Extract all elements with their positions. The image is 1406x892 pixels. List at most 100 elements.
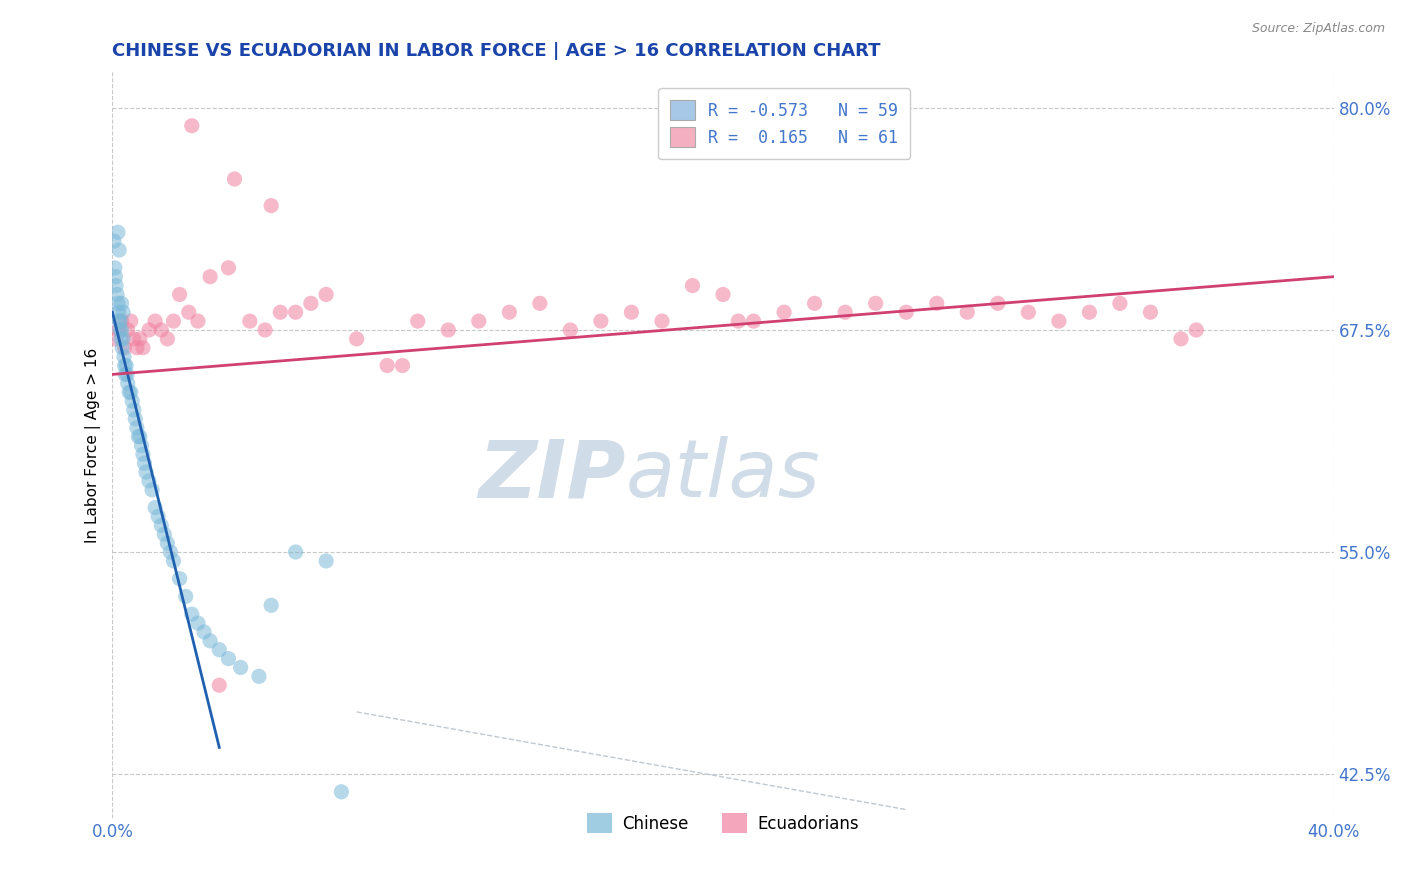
Point [260,199,283,213]
Point [987,296,1010,310]
Point [108,314,131,328]
Point [198,633,221,648]
Point [773,305,796,319]
Point [156,536,179,550]
Point [156,332,179,346]
Point [193,624,215,639]
Point [111,341,134,355]
Point [651,314,673,328]
Point [125,341,148,355]
Point [711,287,734,301]
Point [208,642,231,657]
Point [112,305,135,319]
Point [117,323,139,337]
Point [239,314,262,328]
Point [125,420,148,434]
Point [135,465,157,479]
Point [260,599,283,613]
Point [589,314,612,328]
Point [143,314,166,328]
Point [150,323,173,337]
Point [896,305,918,319]
Point [1017,305,1039,319]
Point [132,341,155,355]
Point [187,314,209,328]
Point [620,305,643,319]
Point [143,500,166,515]
Point [127,429,149,443]
Text: ZIP: ZIP [478,436,626,515]
Point [115,359,138,373]
Point [169,572,191,586]
Point [115,368,138,382]
Text: CHINESE VS ECUADORIAN IN LABOR FORCE | AGE > 16 CORRELATION CHART: CHINESE VS ECUADORIAN IN LABOR FORCE | A… [112,42,882,60]
Point [177,305,200,319]
Point [114,368,136,382]
Point [1185,323,1208,337]
Point [120,314,142,328]
Point [124,412,146,426]
Point [315,554,337,568]
Point [103,234,125,248]
Point [107,305,129,319]
Point [1109,296,1132,310]
Point [217,260,239,275]
Text: Source: ZipAtlas.com: Source: ZipAtlas.com [1251,22,1385,36]
Point [118,385,141,400]
Point [468,314,491,328]
Point [107,225,129,239]
Point [128,332,150,346]
Point [925,296,948,310]
Point [1078,305,1101,319]
Point [107,323,129,337]
Point [107,296,129,310]
Point [128,429,150,443]
Point [122,403,145,417]
Point [346,332,368,346]
Point [169,287,191,301]
Point [180,119,202,133]
Point [198,269,221,284]
Point [391,359,413,373]
Point [229,660,252,674]
Point [141,483,163,497]
Point [834,305,856,319]
Point [105,287,128,301]
Point [110,296,132,310]
Point [162,314,184,328]
Point [269,305,291,319]
Point [208,678,231,692]
Point [122,332,145,346]
Point [406,314,429,328]
Point [803,296,825,310]
Point [108,314,131,328]
Point [299,296,322,310]
Text: atlas: atlas [626,436,820,515]
Point [727,314,749,328]
Point [1139,305,1161,319]
Point [330,785,353,799]
Point [110,314,132,328]
Point [110,332,132,346]
Point [134,456,156,470]
Point [108,243,131,257]
Point [865,296,887,310]
Point [159,545,181,559]
Point [148,509,170,524]
Point [114,359,136,373]
Point [131,438,153,452]
Point [117,376,139,391]
Point [104,269,127,284]
Point [105,278,128,293]
Point [284,545,307,559]
Point [247,669,270,683]
Point [437,323,460,337]
Point [114,341,136,355]
Point [560,323,582,337]
Point [104,332,127,346]
Point [187,616,209,631]
Point [315,287,337,301]
Point [150,518,173,533]
Point [217,651,239,665]
Point [121,394,143,409]
